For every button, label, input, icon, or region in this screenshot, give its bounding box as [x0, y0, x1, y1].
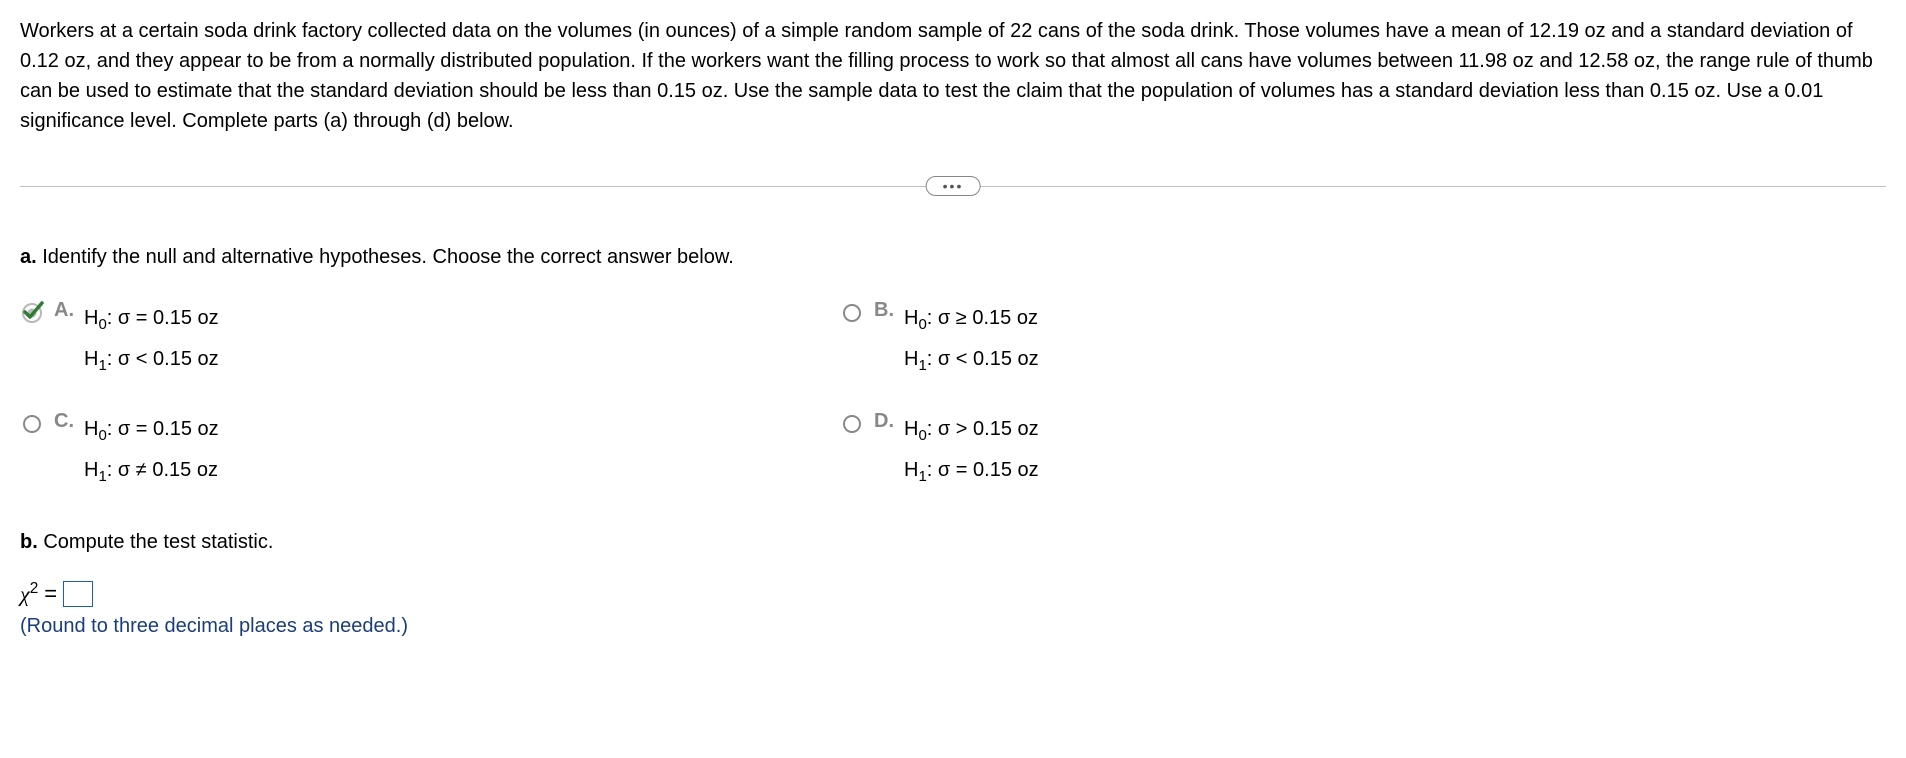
option-b-content: B. H0: σ ≥ 0.15 oz H1: σ < 0.15 oz [874, 299, 1039, 380]
option-d-content: D. H0: σ > 0.15 oz H1: σ = 0.15 oz [874, 410, 1039, 491]
option-a-h1: H1: σ < 0.15 oz [84, 340, 219, 381]
option-b[interactable]: B. H0: σ ≥ 0.15 oz H1: σ < 0.15 oz [840, 299, 1620, 380]
chi-symbol: χ2 [20, 580, 38, 607]
option-d-letter: D. [874, 410, 896, 433]
rounding-hint: (Round to three decimal places as needed… [20, 615, 1886, 638]
option-b-letter: B. [874, 299, 896, 322]
part-a-text: Identify the null and alternative hypoth… [37, 246, 734, 268]
option-a-letter: A. [54, 299, 76, 322]
option-c-hypotheses: H0: σ = 0.15 oz H1: σ ≠ 0.15 oz [84, 410, 219, 491]
radio-b[interactable] [840, 301, 864, 325]
part-b-prefix: b. [20, 531, 38, 553]
option-d-h1: H1: σ = 0.15 oz [904, 451, 1039, 492]
problem-statement: Workers at a certain soda drink factory … [20, 16, 1886, 136]
option-a-hypotheses: H0: σ = 0.15 oz H1: σ < 0.15 oz [84, 299, 219, 380]
option-c[interactable]: C. H0: σ = 0.15 oz H1: σ ≠ 0.15 oz [20, 410, 800, 491]
option-d-h0: H0: σ > 0.15 oz [904, 410, 1039, 451]
radio-a[interactable] [20, 301, 44, 325]
part-b-prompt: b. Compute the test statistic. [20, 531, 1886, 554]
option-a-content: A. H0: σ = 0.15 oz H1: σ < 0.15 oz [54, 299, 219, 380]
option-c-content: C. H0: σ = 0.15 oz H1: σ ≠ 0.15 oz [54, 410, 219, 491]
expand-pill[interactable]: ••• [926, 176, 981, 196]
option-d-hypotheses: H0: σ > 0.15 oz H1: σ = 0.15 oz [904, 410, 1039, 491]
option-b-h1: H1: σ < 0.15 oz [904, 340, 1039, 381]
option-d[interactable]: D. H0: σ > 0.15 oz H1: σ = 0.15 oz [840, 410, 1620, 491]
radio-d[interactable] [840, 412, 864, 436]
option-c-letter: C. [54, 410, 76, 433]
equals-sign: = [44, 581, 57, 607]
radio-unselected-icon [843, 415, 861, 433]
radio-unselected-icon [23, 415, 41, 433]
chi-square-formula: χ2 = [20, 580, 1886, 607]
option-b-h0: H0: σ ≥ 0.15 oz [904, 299, 1039, 340]
option-a-h0: H0: σ = 0.15 oz [84, 299, 219, 340]
option-a[interactable]: A. H0: σ = 0.15 oz H1: σ < 0.15 oz [20, 299, 800, 380]
part-a-prompt: a. Identify the null and alternative hyp… [20, 246, 1886, 269]
test-statistic-input[interactable] [63, 581, 93, 607]
options-grid: A. H0: σ = 0.15 oz H1: σ < 0.15 oz B. H0… [20, 299, 1620, 491]
option-c-h1: H1: σ ≠ 0.15 oz [84, 451, 219, 492]
radio-selected-icon [22, 303, 42, 323]
section-divider: ••• [20, 176, 1886, 196]
part-b-text: Compute the test statistic. [38, 531, 274, 553]
part-a-prefix: a. [20, 246, 37, 268]
radio-c[interactable] [20, 412, 44, 436]
radio-unselected-icon [843, 304, 861, 322]
option-b-hypotheses: H0: σ ≥ 0.15 oz H1: σ < 0.15 oz [904, 299, 1039, 380]
option-c-h0: H0: σ = 0.15 oz [84, 410, 219, 451]
